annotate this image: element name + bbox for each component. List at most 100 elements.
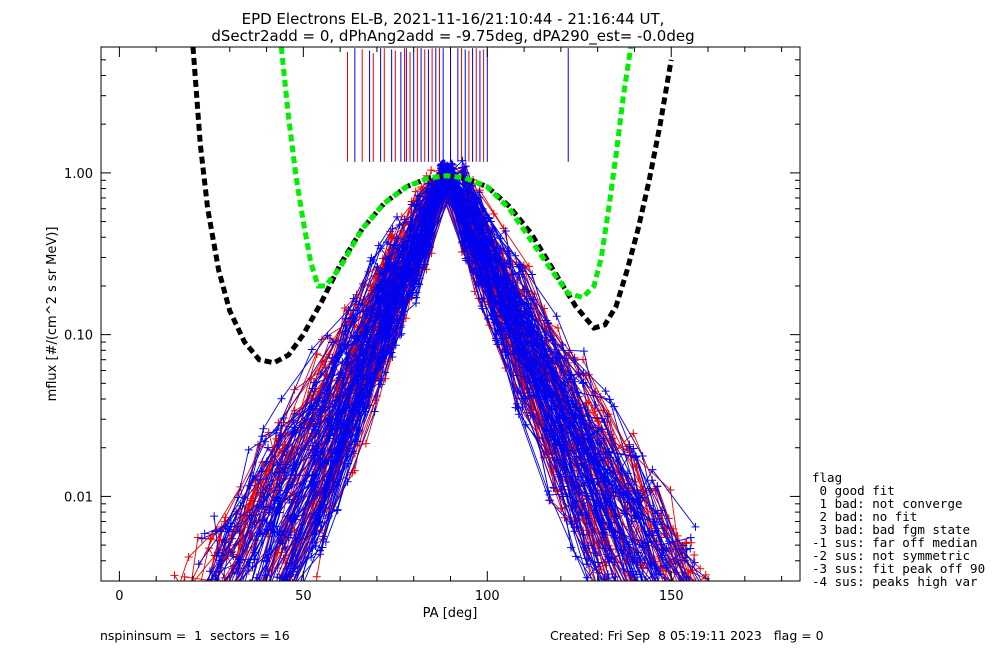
data-point [601, 387, 610, 396]
data-point [259, 502, 268, 511]
data-point [638, 612, 646, 620]
data-point [605, 586, 613, 594]
data-point [540, 327, 549, 336]
data-point [565, 413, 574, 422]
data-point [271, 599, 279, 607]
data-point [358, 301, 367, 310]
data-point [492, 319, 501, 328]
data-point [282, 585, 290, 593]
data-point [628, 591, 636, 599]
data-point [232, 569, 241, 578]
footer-right: Created: Fri Sep 8 05:19:11 2023 flag = … [550, 628, 824, 643]
data-point [352, 373, 361, 382]
data-point [634, 498, 643, 507]
data-point [427, 166, 436, 175]
data-point [288, 567, 297, 576]
data-point [653, 609, 661, 617]
data-point [248, 584, 256, 592]
data-point [566, 543, 575, 552]
data-point [230, 612, 238, 620]
data-point [486, 311, 495, 320]
data-point [558, 404, 567, 413]
data-point [193, 600, 201, 608]
data-point [167, 606, 175, 614]
x-axis-label: PA [deg] [423, 606, 478, 621]
data-point [359, 307, 368, 316]
data-point [345, 416, 354, 425]
data-point [518, 402, 527, 411]
legend-entry: 2 bad: no fit [812, 509, 917, 524]
data-point [397, 329, 406, 338]
data-point [312, 572, 321, 581]
data-point [462, 256, 471, 265]
data-point [386, 319, 395, 328]
data-point [729, 596, 737, 604]
data-point [517, 394, 526, 403]
data-point [518, 318, 527, 327]
data-point [258, 600, 266, 608]
data-point [342, 452, 351, 461]
data-point [326, 396, 335, 405]
data-point [551, 419, 559, 428]
data-point [258, 590, 266, 598]
data-point [686, 590, 694, 598]
data-point [311, 470, 320, 479]
data-point [245, 589, 253, 597]
data-point [555, 431, 564, 440]
data-point [661, 607, 669, 615]
data-point [542, 316, 551, 325]
legend: flag 0 good fit 1 bad: not converge 2 ba… [812, 470, 985, 589]
data-point [683, 582, 691, 590]
data-point [247, 611, 255, 619]
data-point [523, 364, 532, 373]
data-point [493, 340, 502, 349]
data-point [510, 347, 519, 356]
data-point [370, 407, 379, 416]
data-point [685, 605, 693, 613]
data-point [631, 609, 639, 617]
data-point [291, 533, 300, 542]
data-point [272, 603, 280, 611]
data-point [323, 331, 332, 340]
data-point [286, 513, 295, 522]
data-point [388, 352, 397, 361]
data-point [416, 197, 425, 206]
data-point [180, 572, 189, 581]
data-point [683, 605, 691, 613]
legend-entry: -3 sus: fit peak off 90 [812, 561, 985, 576]
data-point [553, 349, 562, 358]
data-point [400, 297, 409, 306]
data-point [553, 324, 562, 333]
data-point [392, 212, 401, 221]
series-line [287, 163, 702, 581]
data-point [338, 373, 347, 382]
data-point [578, 411, 587, 420]
data-point [496, 244, 505, 253]
data-point [492, 334, 501, 343]
data-point [218, 600, 226, 608]
data-point [600, 575, 609, 581]
data-point [282, 594, 290, 602]
data-point [558, 341, 567, 350]
data-point [349, 306, 358, 315]
data-point [462, 216, 471, 225]
data-point [323, 422, 332, 431]
data-point [326, 445, 335, 454]
data-point [231, 591, 239, 599]
data-point [653, 509, 662, 518]
x-tick-label: 150 [659, 589, 684, 604]
data-point [270, 597, 278, 605]
data-point [222, 586, 230, 594]
data-point [174, 611, 182, 619]
data-point [311, 480, 320, 489]
data-point [198, 610, 206, 618]
data-point [466, 227, 475, 236]
data-point [591, 401, 600, 410]
data-point [400, 215, 409, 224]
data-point [603, 412, 612, 421]
data-point [236, 501, 245, 510]
data-point [265, 580, 267, 581]
data-point [250, 554, 259, 563]
data-point [314, 396, 323, 405]
data-point [233, 522, 242, 531]
